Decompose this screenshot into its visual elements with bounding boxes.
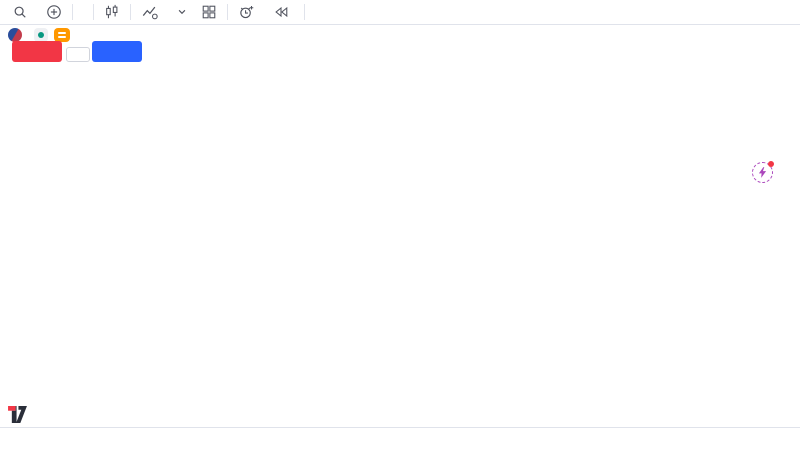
alert-button[interactable] [231,2,266,22]
market-open-dot-icon [38,32,44,38]
toolbar-divider [130,4,131,20]
buy-button[interactable] [92,41,142,62]
sell-button[interactable] [12,41,62,62]
toolbar-divider [72,4,73,20]
candlestick-style-icon [106,4,118,19]
add-symbol-button[interactable] [39,2,69,22]
quick-menu-button[interactable] [54,28,70,42]
indicators-templates-chevron[interactable] [170,5,194,19]
indicators-button[interactable] [134,2,170,22]
instrument-logo-icon [8,28,22,42]
toolbar-divider [93,4,94,20]
chart-style-button[interactable] [97,2,127,22]
lightning-icon [758,167,767,178]
alarm-clock-icon [240,5,254,19]
trade-panel [12,40,142,62]
market-status-button[interactable] [34,28,48,42]
symbol-legend[interactable] [8,28,82,42]
replay-icon [275,6,288,18]
search-icon [14,6,26,18]
toolbar-divider [227,4,228,20]
symbol-search-button[interactable] [6,3,39,21]
quantity-button[interactable] [66,47,90,62]
indicators-icon [142,6,158,20]
tradingview-logo[interactable] [8,406,32,423]
tradingview-mark-icon [8,406,27,423]
layout-grid-button[interactable] [194,2,224,22]
toolbar-divider [304,4,305,20]
time-axis[interactable] [0,427,800,452]
grid-layout-icon [202,5,216,19]
ai-assistant-button[interactable] [752,161,774,183]
replay-button[interactable] [266,2,301,22]
top-toolbar [0,0,800,25]
plus-circle-icon [47,5,61,19]
chevron-down-icon [178,9,186,15]
